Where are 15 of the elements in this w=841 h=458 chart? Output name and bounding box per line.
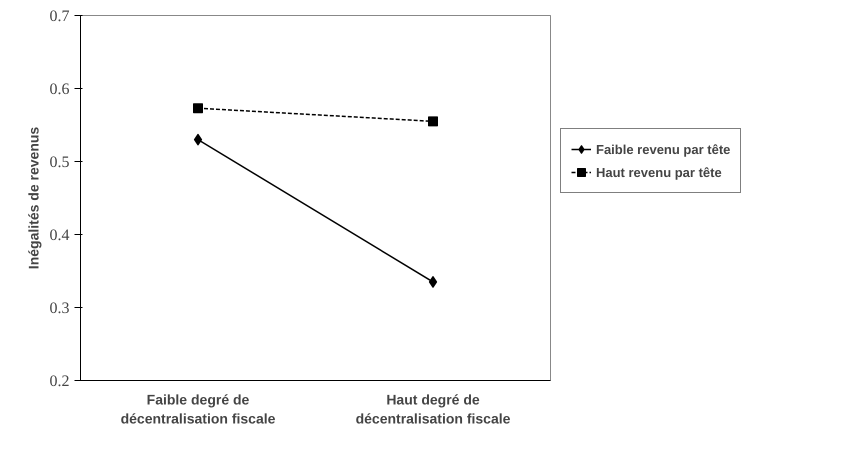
point	[194, 134, 202, 146]
y-tick-label: 0.7	[50, 8, 70, 25]
y-axis-title: Inégalités de revenus	[26, 126, 42, 270]
y-tick-label: 0.3	[50, 300, 70, 317]
legend-label: Haut revenu par tête	[596, 164, 722, 180]
legend-label: Faible revenu par tête	[596, 142, 730, 156]
y-tick-label: 0.5	[50, 154, 70, 171]
y-tick-label: 0.2	[50, 373, 70, 390]
point	[193, 103, 203, 114]
y-tick-label: 0.4	[50, 227, 70, 244]
point	[428, 276, 438, 288]
x-tick-label: Faible degré de décentralisation fiscale	[120, 392, 276, 427]
y-tick-label: 0.6	[50, 81, 70, 98]
x-tick-label: Haut degré de décentralisation fiscale	[356, 392, 511, 427]
point	[428, 116, 438, 126]
